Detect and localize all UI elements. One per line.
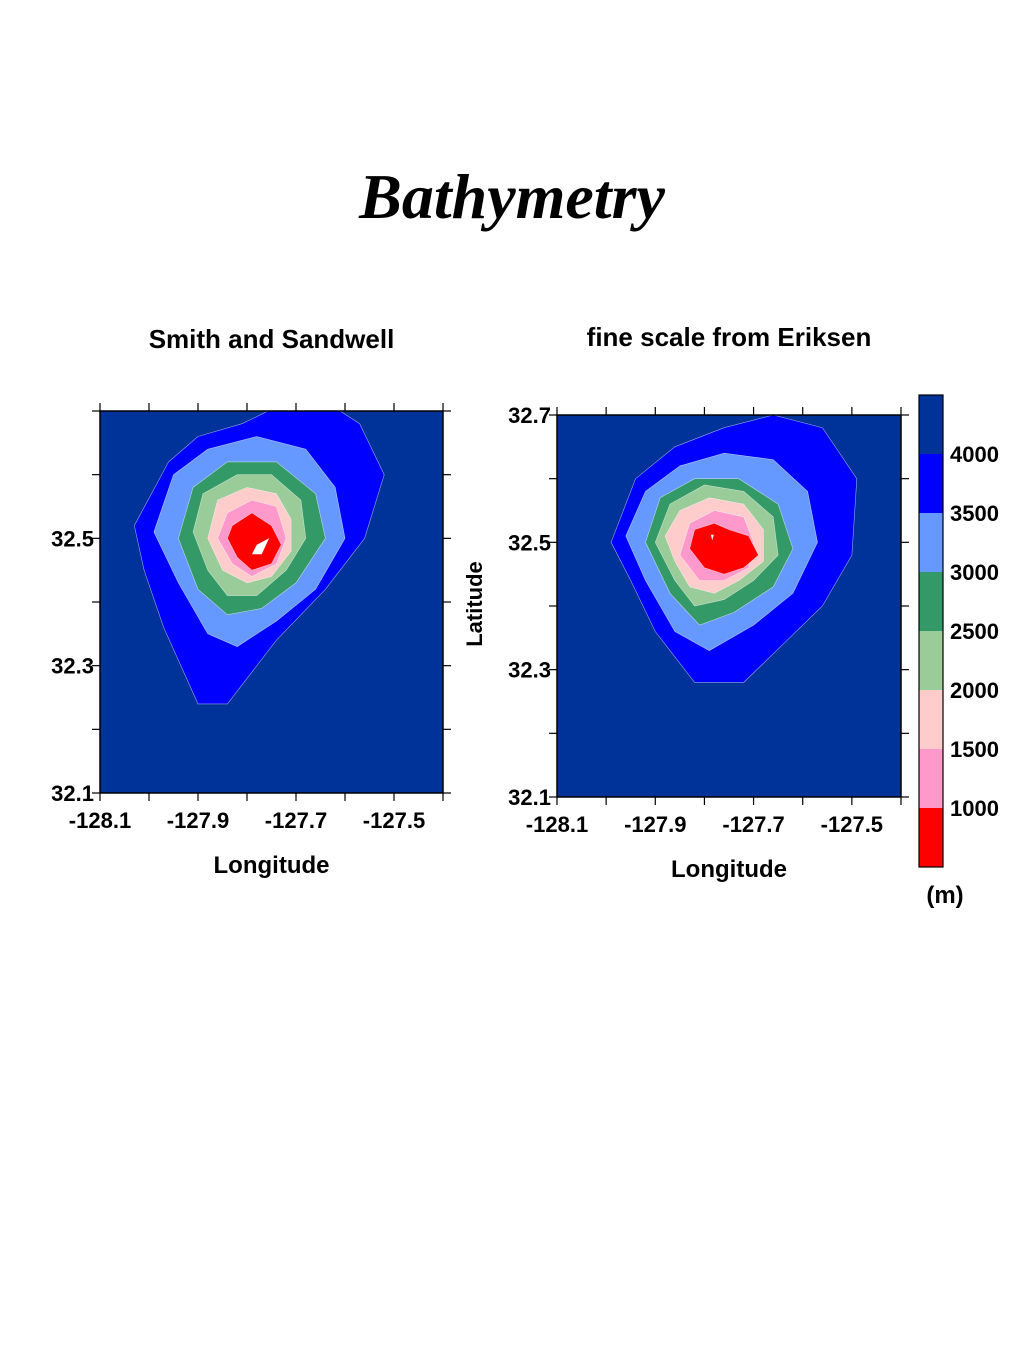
legend-label: 1500 bbox=[950, 737, 999, 762]
panel-2-ytick-label: 32.3 bbox=[508, 658, 551, 683]
legend-swatch bbox=[919, 454, 943, 513]
panel-2-xtick-label: -127.7 bbox=[722, 812, 784, 837]
panel-2-title: fine scale from Eriksen bbox=[587, 322, 872, 352]
legend-unit: (m) bbox=[926, 882, 963, 909]
panel-1-plot-area bbox=[100, 411, 443, 793]
panel-1-ytick-label: 32.3 bbox=[51, 654, 94, 679]
legend-label: 2000 bbox=[950, 678, 999, 703]
legend-label: 3000 bbox=[950, 560, 999, 585]
legend-label: 4000 bbox=[950, 442, 999, 467]
panel-2-plot-area bbox=[557, 415, 901, 797]
panel-2-xtick-label: -128.1 bbox=[526, 812, 588, 837]
panel-2-ytick-label: 32.1 bbox=[508, 785, 551, 810]
legend-swatch bbox=[919, 513, 943, 572]
panel-2-ytick-label: 32.7 bbox=[508, 403, 551, 428]
panel-2-xlabel: Longitude bbox=[671, 856, 787, 883]
legend-swatch bbox=[919, 572, 943, 631]
panel-1-xtick-label: -127.7 bbox=[265, 808, 327, 833]
panel-1-xtick-label: -127.9 bbox=[167, 808, 229, 833]
legend-swatch bbox=[919, 749, 943, 808]
panel-2-xtick-label: -127.5 bbox=[821, 812, 883, 837]
panel-1-title: Smith and Sandwell bbox=[149, 324, 395, 354]
legend-frame bbox=[918, 394, 944, 868]
legend-swatch bbox=[919, 631, 943, 690]
legend-swatch bbox=[919, 395, 943, 454]
legend-swatch bbox=[919, 690, 943, 749]
panel-1-xtick-label: -128.1 bbox=[69, 808, 131, 833]
panel-1-contour-1000 bbox=[227, 512, 282, 571]
panel-1-ytick-label: 32.1 bbox=[51, 781, 94, 806]
legend-label: 3500 bbox=[950, 501, 999, 526]
panel-2-peak-marker bbox=[710, 534, 714, 541]
panel-1-peak-marker bbox=[251, 538, 270, 555]
panel-2-ylabel: Latitude bbox=[462, 561, 487, 647]
panel-2-xtick-label: -127.9 bbox=[624, 812, 686, 837]
slide-title: Bathymetry bbox=[359, 161, 665, 232]
legend-swatch bbox=[919, 808, 943, 867]
panel-1-xtick-label: -127.5 bbox=[363, 808, 425, 833]
panel-2-ytick-label: 32.5 bbox=[508, 530, 551, 555]
panel-1-xlabel: Longitude bbox=[214, 852, 330, 879]
legend-label: 1000 bbox=[950, 796, 999, 821]
panel-2-contour-1000 bbox=[689, 522, 759, 575]
panel-1-ytick-label: 32.5 bbox=[51, 526, 94, 551]
legend-label: 2500 bbox=[950, 619, 999, 644]
color-legend: 4000 3500 3000 2500 2000 1500 1000 (m) bbox=[918, 394, 999, 909]
